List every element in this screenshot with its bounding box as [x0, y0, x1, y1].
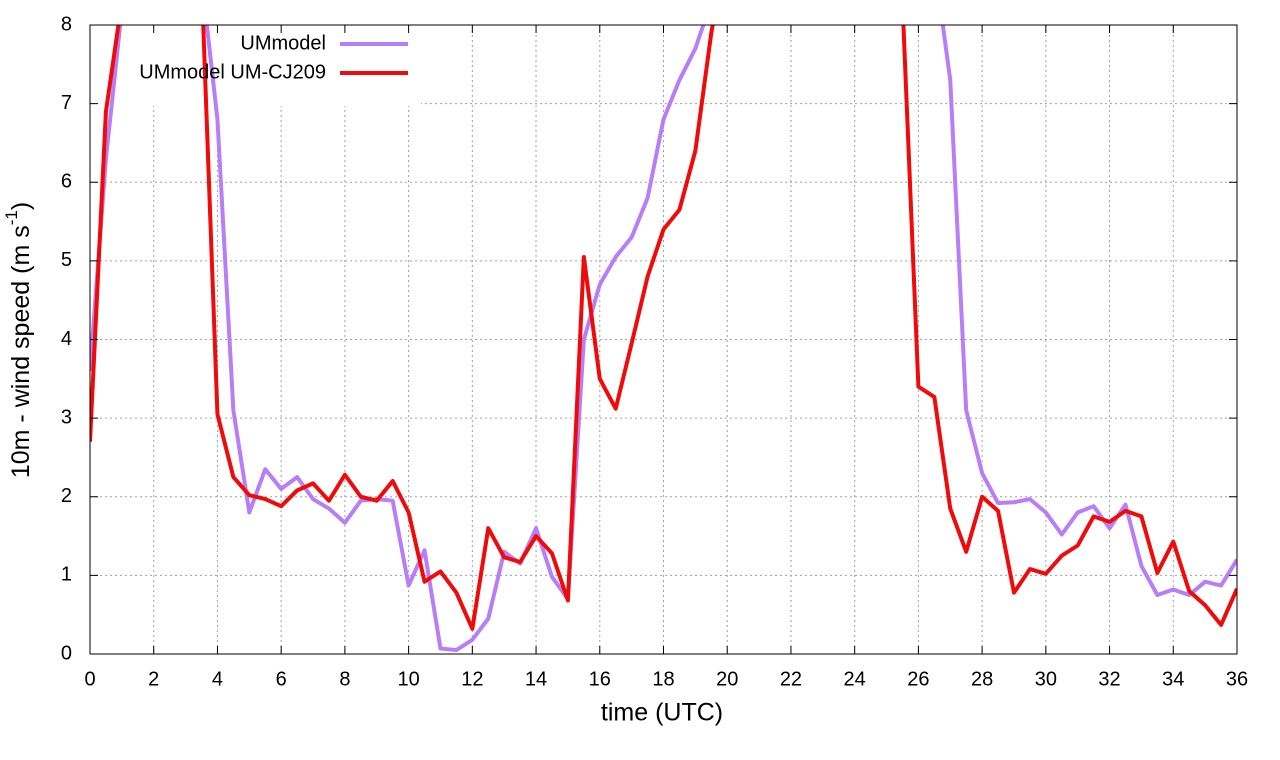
- x-tick-label: 24: [844, 668, 866, 690]
- y-tick-label: 0: [61, 642, 72, 664]
- x-tick-label: 2: [148, 668, 159, 690]
- y-tick-label: 4: [61, 328, 72, 350]
- y-tick-label: 5: [61, 249, 72, 271]
- line-series: [90, 25, 1237, 631]
- x-tick-label: 0: [84, 668, 95, 690]
- legend: UMmodel UMmodel UM-CJ209: [139, 32, 408, 83]
- y-title-main: 10m - wind speed (m s: [7, 225, 35, 478]
- x-tick-label: 32: [1098, 668, 1120, 690]
- y-tick-label: 7: [61, 92, 72, 114]
- y-tick-label: 6: [61, 171, 72, 193]
- x-tick-label: 6: [276, 668, 287, 690]
- y-tick-label: 3: [61, 406, 72, 428]
- x-tick-label: 20: [716, 668, 738, 690]
- x-tick-label: 14: [525, 668, 547, 690]
- y-tick-label: 2: [61, 485, 72, 507]
- x-tick-label: 28: [971, 668, 993, 690]
- legend-label: UMmodel UM-CJ209: [139, 61, 326, 83]
- y-axis-title: 10m - wind speed (m s-1): [2, 202, 34, 478]
- x-tick-label: 4: [212, 668, 223, 690]
- plot-area: [90, 25, 1237, 653]
- x-tick-label: 16: [589, 668, 611, 690]
- legend-box: [91, 26, 421, 106]
- y-title-end: ): [7, 202, 35, 210]
- x-tick-label: 34: [1162, 668, 1184, 690]
- x-tick-label: 30: [1035, 668, 1057, 690]
- legend-label: UMmodel: [240, 32, 326, 54]
- line-series: [90, 25, 1237, 653]
- y-tick-label: 8: [61, 13, 72, 35]
- x-tick-label: 8: [339, 668, 350, 690]
- x-tick-label: 18: [652, 668, 674, 690]
- x-tick-label: 36: [1226, 668, 1248, 690]
- x-axis-title: time (UTC): [601, 699, 723, 727]
- x-tick-label: 12: [461, 668, 483, 690]
- y-tick-label: 1: [61, 564, 72, 586]
- x-tick-label: 22: [780, 668, 802, 690]
- x-tick-label: 10: [397, 668, 419, 690]
- x-tick-label: 26: [907, 668, 929, 690]
- y-title-sup: -1: [2, 210, 21, 225]
